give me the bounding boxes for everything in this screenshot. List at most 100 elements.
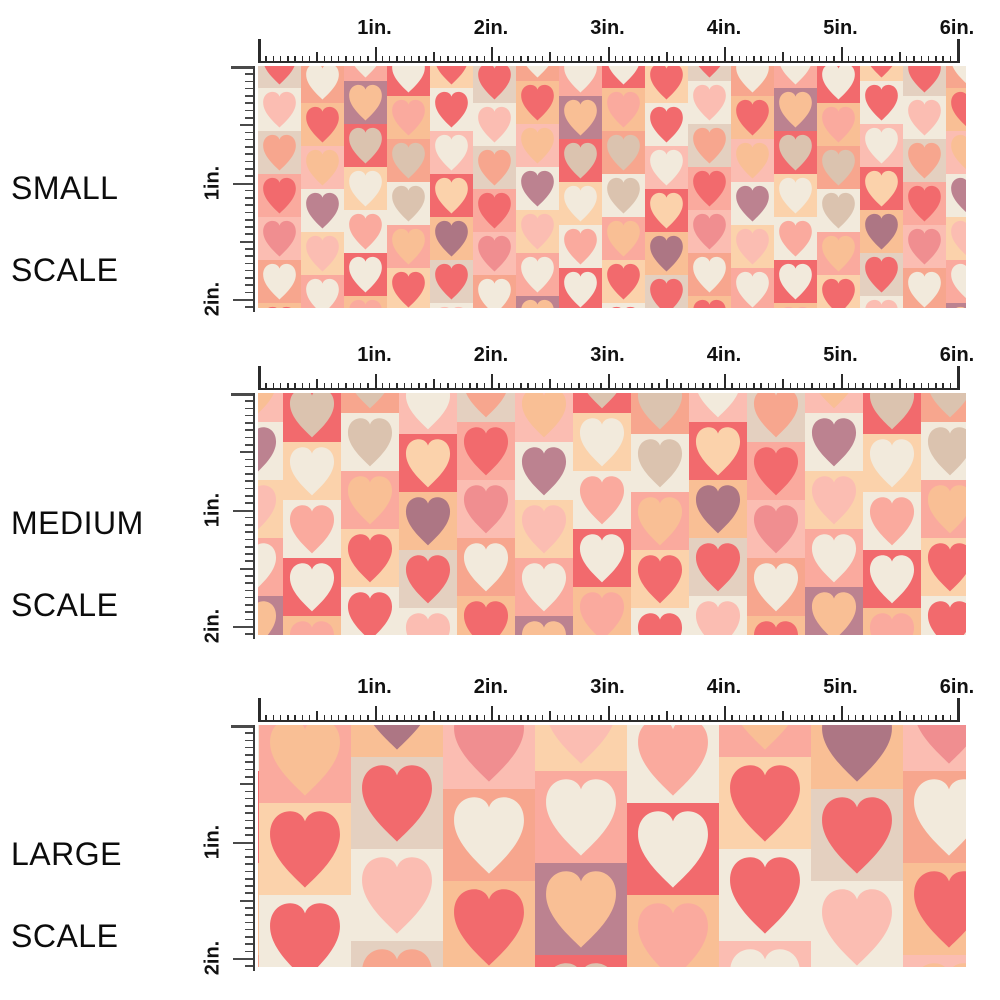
heart-icon bbox=[865, 127, 898, 164]
heart-icon bbox=[951, 220, 966, 255]
ruler-tick bbox=[245, 943, 253, 946]
heart-icon bbox=[435, 177, 468, 214]
ruler-tick bbox=[731, 383, 733, 390]
heart-icon bbox=[564, 99, 597, 136]
ruler-tick bbox=[245, 790, 253, 793]
heart-icon bbox=[650, 235, 683, 272]
heart-icon bbox=[811, 418, 857, 467]
ruler-tick bbox=[869, 715, 872, 722]
pattern-tile bbox=[811, 881, 903, 967]
ruler-tick bbox=[636, 56, 639, 63]
ruler-tick bbox=[447, 56, 449, 63]
pattern-tile bbox=[921, 480, 966, 538]
ruler-tick bbox=[927, 715, 930, 722]
pattern-tile bbox=[341, 587, 399, 635]
ruler-tick bbox=[233, 299, 253, 302]
pattern-tile bbox=[631, 393, 689, 434]
heart-icon bbox=[362, 949, 432, 967]
ruler-tick bbox=[745, 383, 748, 390]
ruler-tick bbox=[245, 936, 253, 938]
heart-icon bbox=[914, 779, 966, 856]
heart-icon bbox=[270, 811, 340, 888]
ruler-tick bbox=[891, 715, 893, 722]
pattern-tile bbox=[399, 393, 457, 434]
ruler-tick bbox=[804, 383, 806, 390]
pattern-tile bbox=[860, 210, 903, 254]
heart-icon bbox=[730, 765, 800, 842]
ruler-tick bbox=[245, 473, 253, 475]
ruler-tick bbox=[847, 383, 850, 390]
ruler-tick bbox=[884, 715, 886, 722]
heart-icon bbox=[741, 725, 789, 750]
ruler-tick bbox=[665, 379, 668, 390]
inch-label: 2in. bbox=[473, 17, 509, 39]
ruler-tick bbox=[316, 52, 319, 63]
heart-icon bbox=[608, 66, 639, 85]
pattern-tile bbox=[387, 182, 430, 226]
ruler-tick bbox=[476, 56, 478, 63]
heart-icon bbox=[263, 220, 296, 257]
ruler-tick bbox=[245, 458, 253, 461]
ruler-tick bbox=[651, 56, 653, 63]
ruler-tick bbox=[512, 715, 515, 722]
ruler-tick bbox=[636, 383, 639, 390]
h-ruler-ticks bbox=[258, 37, 961, 63]
heart-icon bbox=[521, 299, 554, 308]
heart-icon bbox=[347, 418, 393, 467]
ruler-tick bbox=[527, 56, 529, 63]
pattern-tile bbox=[817, 66, 860, 103]
ruler-tick bbox=[432, 379, 435, 390]
ruler-tick bbox=[245, 422, 253, 424]
heart-icon bbox=[695, 485, 741, 534]
ruler-tick bbox=[774, 715, 777, 722]
ruler-tick bbox=[774, 383, 777, 390]
ruler-tick bbox=[233, 509, 253, 512]
heart-icon bbox=[779, 91, 812, 128]
heart-icon bbox=[753, 393, 799, 438]
ruler-tick bbox=[359, 56, 362, 63]
pattern-tile bbox=[688, 124, 731, 168]
ruler-tick bbox=[767, 383, 770, 390]
ruler-tick bbox=[607, 47, 610, 63]
ruler-tick bbox=[330, 383, 333, 390]
inch-label: 5in. bbox=[823, 17, 858, 39]
pattern-tile bbox=[774, 66, 817, 88]
pattern-tile bbox=[341, 413, 399, 472]
pattern-tile bbox=[602, 302, 645, 308]
pattern-tile bbox=[473, 66, 516, 103]
ruler-tick bbox=[245, 531, 253, 533]
heart-icon bbox=[927, 485, 966, 534]
h-ruler-labels: 1in. 2in. 3in. 4in. 5in. 6in. bbox=[258, 17, 974, 39]
inch-label: 5in. bbox=[823, 344, 858, 366]
pattern-tile bbox=[430, 87, 473, 131]
heart-icon bbox=[439, 306, 464, 308]
heart-icon bbox=[435, 91, 468, 128]
ruler-tick bbox=[330, 56, 333, 63]
pattern-tile bbox=[535, 725, 627, 771]
ruler-tick bbox=[245, 400, 253, 402]
pattern-tile bbox=[559, 225, 602, 269]
ruler-tick bbox=[245, 819, 253, 822]
heart-icon bbox=[952, 66, 966, 83]
pattern-tile bbox=[258, 422, 283, 480]
horizontal-ruler: 1in. 2in. 3in. 4in. 5in. 6in. bbox=[258, 676, 974, 722]
pattern-tile bbox=[946, 87, 966, 131]
ruler-tick bbox=[418, 56, 420, 63]
ruler-tick bbox=[233, 626, 253, 629]
ruler-tick bbox=[231, 393, 253, 396]
heart-icon bbox=[865, 170, 898, 207]
scale-label-line: SCALE bbox=[11, 252, 119, 288]
pattern-tile bbox=[946, 216, 966, 260]
ruler-tick bbox=[245, 102, 253, 104]
ruler-tick bbox=[578, 56, 580, 63]
pattern-tile bbox=[774, 173, 817, 217]
ruler-tick bbox=[673, 56, 675, 63]
heart-icon bbox=[564, 142, 597, 179]
ruler-tick bbox=[396, 383, 398, 390]
heart-icon bbox=[822, 889, 892, 967]
ruler-tick bbox=[245, 255, 253, 257]
heart-icon bbox=[637, 612, 683, 635]
ruler-tick bbox=[294, 383, 296, 390]
heart-icon bbox=[693, 170, 726, 207]
ruler-tick bbox=[308, 715, 311, 722]
